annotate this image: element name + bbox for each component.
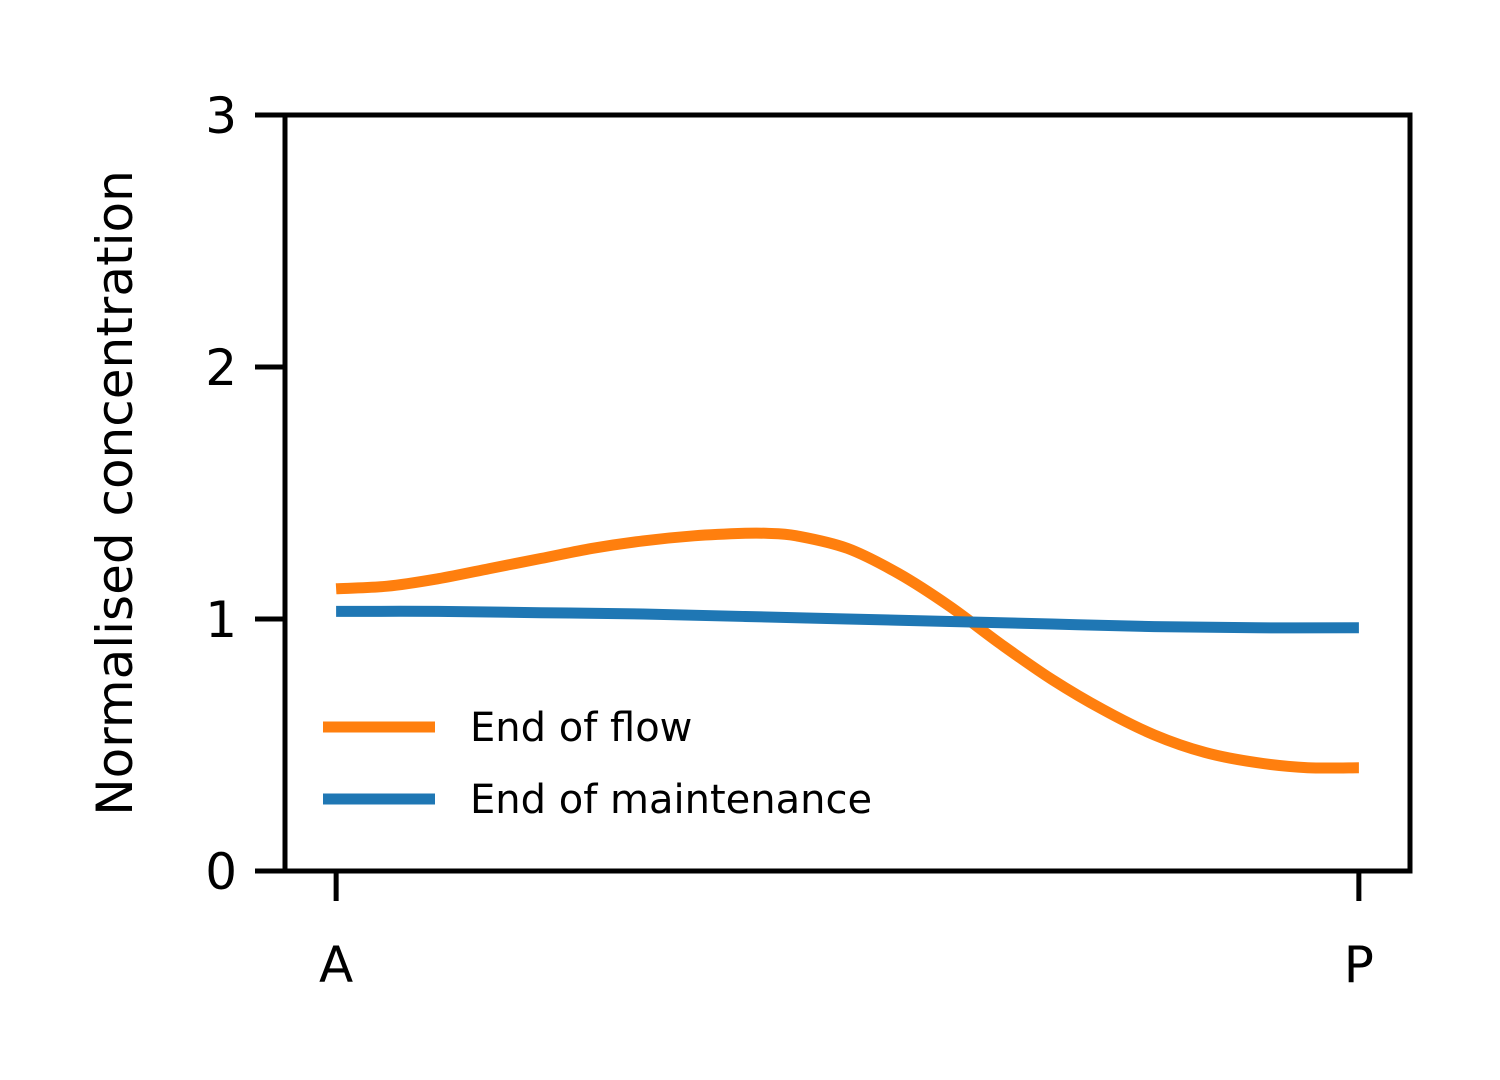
x-tick-label: A (319, 936, 353, 994)
y-axis-label: Normalised concentration (86, 170, 144, 816)
plot-frame (282, 112, 1413, 874)
x-tick-label: P (1344, 936, 1374, 994)
series-line-end-of-maintenance (336, 605, 1359, 634)
y-tick-label: 2 (205, 339, 237, 397)
series-layer (335, 527, 1359, 774)
legend-label: End of flow (470, 705, 692, 751)
legend-item-end-of-maintenance: End of maintenance (323, 777, 872, 823)
axes-layer (282, 112, 1413, 874)
legend-label: End of maintenance (470, 777, 872, 823)
ticks-layer: 0 1 2 3 A P (205, 87, 1374, 994)
legend: End of flow End of maintenance (323, 705, 872, 823)
legend-item-end-of-flow: End of flow (323, 705, 692, 751)
series-line-end-of-flow (335, 527, 1359, 774)
y-tick-label: 1 (205, 591, 237, 649)
y-tick-label: 3 (205, 87, 237, 145)
y-tick-label: 0 (205, 843, 237, 901)
